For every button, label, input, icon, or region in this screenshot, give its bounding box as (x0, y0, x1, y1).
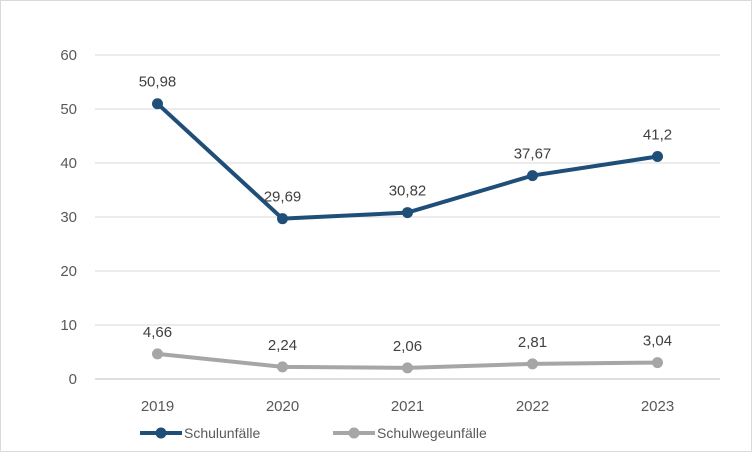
data-label: 41,2 (643, 127, 672, 144)
legend-item: Schulunfälle (140, 425, 260, 441)
data-label: 2,24 (268, 337, 297, 354)
data-point (277, 213, 288, 225)
series-line (155, 101, 660, 221)
data-point (527, 358, 538, 370)
y-tick-label: 60 (60, 47, 77, 64)
data-label: 2,06 (393, 338, 422, 355)
x-tick-label: 2022 (516, 398, 549, 415)
y-tick-label: 10 (60, 317, 77, 334)
data-label: 3,04 (643, 333, 672, 350)
data-label: 2,81 (518, 334, 547, 351)
legend-item: Schulwegeunfälle (333, 425, 487, 441)
series-1: 50,98 29,69 30,82 37,67 41,2 (139, 74, 672, 225)
y-tick-label: 30 (60, 209, 77, 226)
x-tick-label: 2020 (266, 398, 299, 415)
data-point (402, 207, 413, 219)
x-axis: 2019 2020 2021 2022 2023 (95, 378, 720, 415)
series-layer: 50,98 29,69 30,82 37,67 41,2 4,66 2,24 2,06 2,81… (139, 74, 672, 374)
data-label: 37,67 (514, 146, 552, 163)
legend-label: Schulunfälle (184, 425, 260, 441)
gridlines (95, 54, 720, 326)
data-point (527, 170, 538, 182)
legend-swatch-marker (155, 427, 167, 439)
y-tick-label: 50 (60, 101, 77, 118)
x-tick-label: 2019 (141, 398, 174, 415)
y-tick-label: 40 (60, 155, 77, 172)
data-label: 50,98 (139, 74, 177, 91)
data-point (402, 362, 413, 374)
y-tick-label: 0 (69, 371, 77, 388)
data-point (652, 357, 663, 369)
data-label: 29,69 (264, 189, 302, 206)
data-point (152, 348, 163, 360)
series-2: 4,66 2,24 2,06 2,81 3,04 (143, 324, 672, 374)
data-label: 4,66 (143, 324, 172, 341)
data-point (652, 151, 663, 163)
legend-swatch-marker (348, 427, 360, 439)
legend: Schulunfälle Schulwegeunfälle (140, 425, 487, 441)
data-point (277, 361, 288, 373)
x-tick-label: 2023 (641, 398, 674, 415)
y-axis: 0 10 20 30 40 50 60 (60, 47, 77, 388)
data-label: 30,82 (389, 183, 427, 200)
x-tick-label: 2021 (391, 398, 424, 415)
y-tick-label: 20 (60, 263, 77, 280)
legend-label: Schulwegeunfälle (377, 425, 487, 441)
data-point (152, 98, 163, 110)
